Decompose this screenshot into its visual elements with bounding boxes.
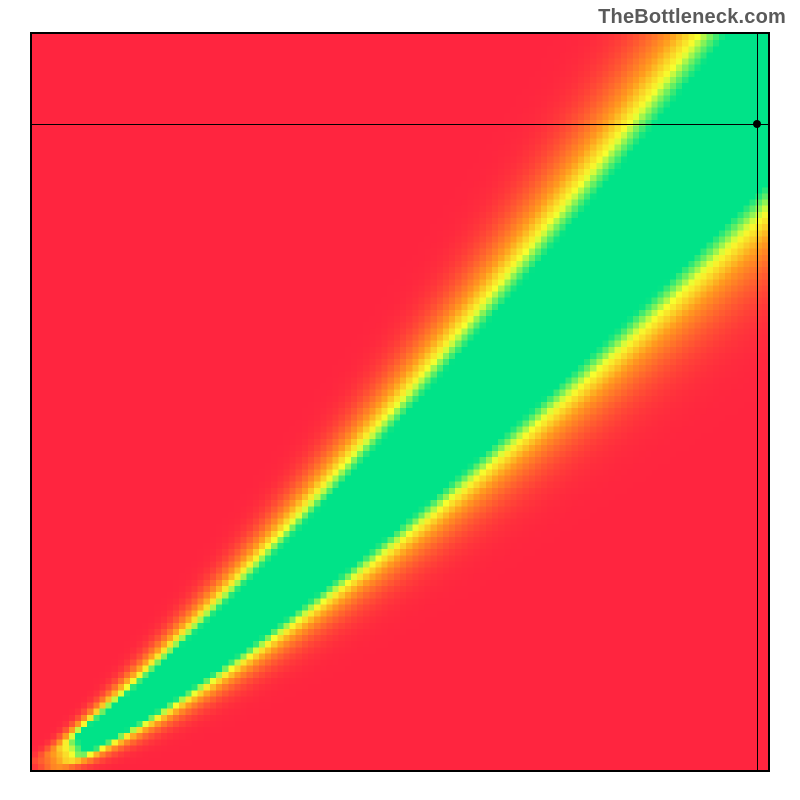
- crosshair-vertical: [757, 34, 758, 770]
- selection-marker-dot: [753, 120, 761, 128]
- bottleneck-heatmap-plot: [30, 32, 770, 772]
- heatmap-canvas: [32, 34, 768, 770]
- crosshair-horizontal: [32, 124, 768, 125]
- watermark-text: TheBottleneck.com: [598, 6, 786, 29]
